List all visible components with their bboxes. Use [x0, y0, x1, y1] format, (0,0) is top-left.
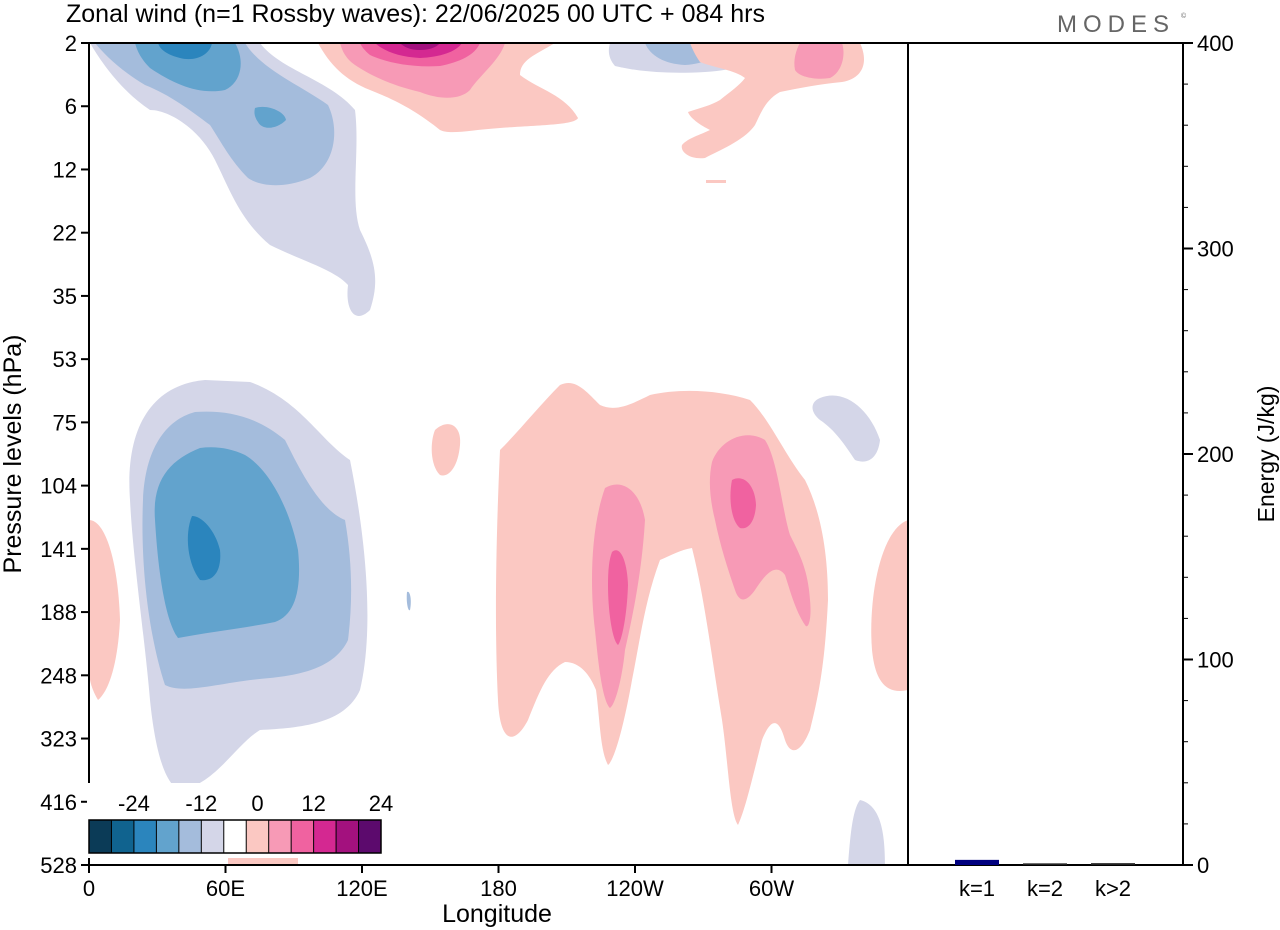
y-tick-label: 188: [40, 600, 77, 625]
x-tick-label: 60W: [749, 876, 794, 901]
energy-bar-label: k=2: [1027, 876, 1063, 901]
neg-streamer-12: [135, 43, 241, 92]
energy-bar-label: k=1: [959, 876, 995, 901]
y-tick-label: 12: [53, 157, 77, 182]
y-tick-label: 104: [40, 474, 77, 499]
colorbar-tick-label: -12: [185, 791, 217, 816]
x-tick-label: 120E: [336, 876, 387, 901]
colorbar-tick-label: -24: [118, 791, 150, 816]
y-tick-label: 248: [40, 663, 77, 688]
energy-tick-label: 100: [1197, 648, 1234, 673]
y-tick-label: 53: [53, 347, 77, 372]
colorbar: -24 -12 0 12 24: [87, 783, 393, 858]
x-tick-label: 180: [480, 876, 517, 901]
energy-panel: 0 100 200 300 400 k=1 k=2 k>2 Energy (J/kg): [908, 31, 1279, 901]
colorbar-swatch: [133, 820, 157, 853]
energy-bar-kgt2: [1091, 863, 1135, 865]
colorbar-swatch: [358, 820, 382, 853]
pos-top-16: [375, 43, 462, 58]
energy-bar-label: k>2: [1095, 876, 1131, 901]
energy-tick-label: 300: [1197, 237, 1234, 262]
colorbar-swatch: [223, 820, 247, 853]
svg-text:©: ©: [1181, 12, 1187, 20]
pos-small-155: [431, 424, 461, 476]
pos-topright-8: [794, 43, 844, 79]
colorbar-swatch: [336, 820, 360, 853]
x-tick-label: 60E: [206, 876, 245, 901]
pos-speck-right: [706, 180, 726, 183]
pos-west-edge: [89, 520, 120, 700]
x-tick-label: 0: [83, 876, 95, 901]
pos-central-12: [608, 550, 628, 645]
contour-fills: [89, 43, 908, 865]
colorbar-swatch: [111, 820, 135, 853]
y-tick-label: 528: [40, 853, 77, 878]
neg-streamer-16: [158, 43, 212, 60]
energy-tick-label: 0: [1197, 853, 1209, 878]
pos-east-edge: [871, 520, 908, 691]
energy-bar-k1: [955, 859, 999, 865]
colorbar-tick-label: 12: [301, 791, 325, 816]
colorbar-swatch: [291, 820, 315, 853]
x-axis: 0 60E 120E 180 120W 60W: [83, 865, 794, 901]
colorbar-swatch: [178, 820, 202, 853]
energy-bars: k=1 k=2 k>2: [955, 859, 1135, 901]
neg-blob-east-4: [812, 395, 880, 462]
neg-blob-west-16: [187, 516, 221, 581]
y-tick-label: 323: [40, 727, 77, 752]
y-tick-label: 75: [53, 410, 77, 435]
colorbar-swatch: [156, 820, 180, 853]
colorbar-tick-label: 0: [251, 791, 263, 816]
energy-tick-label: 400: [1197, 31, 1234, 56]
colorbar-tick-label: 24: [369, 791, 393, 816]
y-tick-label: 6: [65, 94, 77, 119]
y-axis: 2 6 12 22 35 53 75 104 141 188 248 323 416 528: [40, 31, 89, 878]
pos-top-20: [400, 43, 440, 50]
colorbar-swatch: [268, 820, 292, 853]
x-tick-label: 120W: [606, 876, 664, 901]
y-tick-label: 141: [40, 537, 77, 562]
neg-streamer-12b: [254, 106, 286, 128]
colorbar-swatch: [313, 820, 337, 853]
neg-speck: [406, 591, 411, 611]
colorbar-swatch: [201, 820, 225, 853]
y-tick-label: 2: [65, 31, 77, 56]
svg-text:MODES: MODES: [1057, 11, 1175, 38]
energy-tick-label: 200: [1197, 442, 1234, 467]
energy-bar-k2: [1023, 863, 1067, 865]
neg-blob-bottom-4: [848, 800, 885, 865]
y-tick-label: 35: [53, 284, 77, 309]
energy-axis-label: Energy (J/kg): [1253, 386, 1279, 523]
colorbar-frame: [88, 819, 382, 854]
colorbar-swatch: [246, 820, 270, 853]
y-tick-label: 22: [53, 221, 77, 246]
y-tick-label: 416: [40, 790, 77, 815]
energy-y-axis: 0 100 200 300 400: [1183, 31, 1234, 878]
contour-panel: 2 6 12 22 35 53 75 104 141 188 248 323 416 528 0 60E 12…: [0, 31, 909, 928]
y-axis-label: Pressure levels (hPa): [0, 335, 27, 574]
neg-streamer-8: [95, 43, 335, 186]
neg-blob-west-12: [154, 447, 300, 638]
modes-logo: MODES ©: [1057, 11, 1187, 38]
x-axis-label: Longitude: [442, 900, 552, 928]
chart-title: Zonal wind (n=1 Rossby waves): 22/06/202…: [66, 0, 765, 28]
pos-central-12b: [730, 478, 756, 529]
colorbar-swatch: [89, 820, 112, 853]
pos-central-4: [495, 382, 828, 825]
